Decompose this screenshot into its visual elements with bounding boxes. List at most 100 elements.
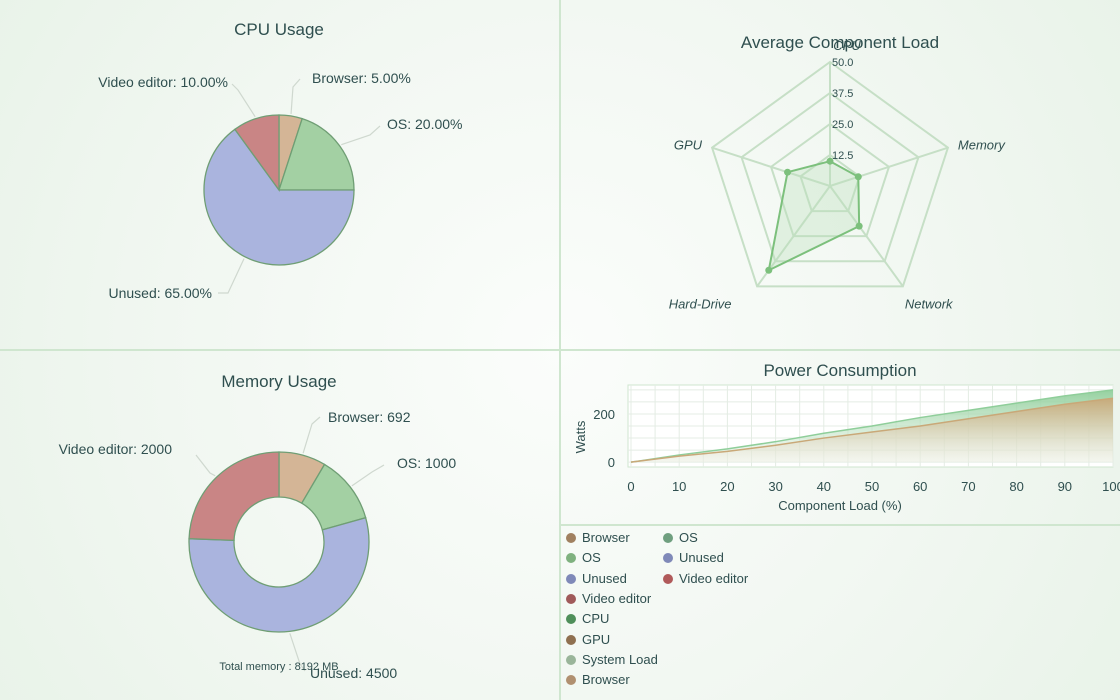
leader-line: [218, 258, 245, 294]
radar-point: [826, 157, 834, 165]
legend-marker-icon: [566, 593, 576, 604]
legend-divider: [561, 524, 1120, 526]
y-axis-label: Watts: [573, 420, 588, 453]
legend-marker-icon: [566, 614, 576, 625]
slice-label: Unused: 4500: [310, 665, 397, 681]
x-tick-label: 90: [1058, 479, 1072, 494]
radar-grid-ring: [769, 122, 891, 238]
radar-spoke: [829, 185, 904, 287]
legend-label: System Load: [582, 651, 658, 667]
power-chart-title: Power Consumption: [763, 361, 916, 380]
radar-grid-ring: [799, 153, 861, 213]
leader-line: [231, 83, 256, 118]
legend-label: Unused: [679, 550, 724, 566]
legend-marker-icon: [566, 654, 576, 665]
line-gpu: [630, 397, 1114, 463]
memory-usage-panel: Memory Usage Browser: 692 OS: 1000 Unused:…: [0, 351, 559, 700]
cpu-usage-chart: CPU Usage Browser: 5.00% OS: 20.00% Unused…: [98, 20, 463, 301]
legend-label: Video editor: [582, 590, 652, 606]
component-load-panel: 12.5 25.0 37.5 50.0 CPU Memory Network Hard-Dr…: [561, 0, 1120, 349]
x-tick-label: 30: [768, 479, 782, 494]
legend-label: CPU: [582, 611, 610, 627]
legend-marker-icon: [566, 675, 576, 686]
radar-tick-label: 25.0: [832, 119, 853, 131]
radar-spoke: [829, 146, 949, 187]
legend-item[interactable]: Unused: [566, 571, 627, 587]
legend-marker-icon: [663, 553, 673, 564]
legend-item[interactable]: GPU: [566, 632, 610, 648]
legend-item[interactable]: OS: [663, 530, 698, 546]
x-tick-label: 50: [865, 479, 879, 494]
slice-video-editor: [188, 451, 280, 542]
radar-tick-label: 50.0: [832, 57, 853, 69]
leader-line: [289, 633, 306, 672]
legend-label: Browser: [582, 672, 630, 688]
x-tick-label: 60: [913, 479, 927, 494]
memory-chart-title: Memory Usage: [221, 372, 336, 391]
radar-series-area: [767, 160, 861, 273]
leader-line: [351, 464, 385, 487]
x-axis-label: Component Load (%): [778, 498, 902, 513]
radar-axis-label: CPU: [833, 38, 861, 53]
area-gpu: [631, 398, 1113, 463]
radar-tick-label: 37.5: [832, 88, 853, 100]
radar-tick-label: 12.5: [832, 150, 853, 162]
legend-item[interactable]: Video editor: [663, 571, 748, 587]
horizontal-divider: [0, 349, 1120, 351]
legend-item[interactable]: CPU: [566, 611, 609, 627]
x-tick-label: 20: [720, 479, 734, 494]
slice-label: OS: 20.00%: [387, 116, 463, 132]
line-cpu: [630, 389, 1114, 463]
radar-axis-label: Memory: [958, 138, 1006, 153]
radar-point: [855, 222, 863, 230]
legend-marker-icon: [663, 533, 673, 543]
legend-label: Browser: [582, 530, 630, 545]
cpu-usage-panel: CPU Usage Browser: 5.00% OS: 20.00% Unused…: [0, 0, 559, 349]
legend-label: GPU: [582, 631, 611, 647]
x-tick-label: 100: [1102, 479, 1120, 494]
x-tick-label: 80: [1009, 479, 1023, 494]
radar-axis-label: Hard-Drive: [669, 296, 732, 311]
leader-line: [302, 416, 321, 454]
radar-grid-ring: [710, 60, 950, 288]
legend-item[interactable]: OS: [566, 550, 601, 566]
legend-item[interactable]: Browser: [566, 530, 630, 546]
memory-usage-chart: Memory Usage Browser: 692 OS: 1000 Unused:…: [59, 372, 457, 681]
slice-video-editor: [234, 114, 280, 193]
slice-label: Unused: 65.00%: [108, 285, 212, 301]
legend-item[interactable]: Unused: [663, 550, 724, 566]
slice-label: Browser: 692: [328, 409, 411, 425]
memory-total-footer: Total memory : 8192 MB: [219, 661, 338, 673]
slice-label: Video editor: 10.00%: [98, 74, 228, 90]
legend-marker-icon: [566, 553, 576, 564]
legend-item[interactable]: System Load: [566, 652, 658, 668]
slice-label: Video editor: 2000: [59, 441, 173, 457]
y-tick-label: 200: [593, 407, 615, 422]
power-consumption-chart: Power Consumption 0 10 20 30 40 50 60 70 80 90 10 0…: [573, 361, 1120, 513]
slice-label: Browser: 5.00%: [312, 70, 411, 86]
legend-label: OS: [582, 550, 601, 566]
slice-unused: [188, 516, 370, 633]
legend-marker-icon: [663, 573, 673, 584]
radar-chart-title: Average Component Load: [741, 33, 939, 52]
legend-item[interactable]: Video editor: [566, 591, 651, 607]
radar-point: [765, 266, 773, 274]
legend-label: Video editor: [679, 570, 749, 586]
x-tick-label: 40: [817, 479, 831, 494]
legend-marker-icon: [566, 634, 576, 645]
radar-axis-label: Network: [905, 296, 954, 311]
legend-marker-icon: [566, 573, 576, 584]
legend-panel: Browser OS Unused Video editor CPU GPU System …: [561, 526, 1120, 700]
radar-axis-label: GPU: [674, 138, 703, 153]
radar-point: [854, 173, 862, 181]
slice-label: OS: 1000: [397, 455, 456, 471]
legend-item[interactable]: Browser: [566, 672, 630, 688]
radar-grid-ring: [740, 91, 920, 263]
legend-marker-icon: [566, 533, 576, 543]
component-load-radar: 12.5 25.0 37.5 50.0 CPU Memory Network Hard-Dr…: [669, 33, 1007, 311]
radar-spoke: [711, 146, 831, 187]
slice-os: [278, 117, 355, 191]
leader-line: [290, 78, 301, 114]
cpu-chart-title: CPU Usage: [234, 20, 324, 39]
x-tick-label: 10: [672, 479, 686, 494]
